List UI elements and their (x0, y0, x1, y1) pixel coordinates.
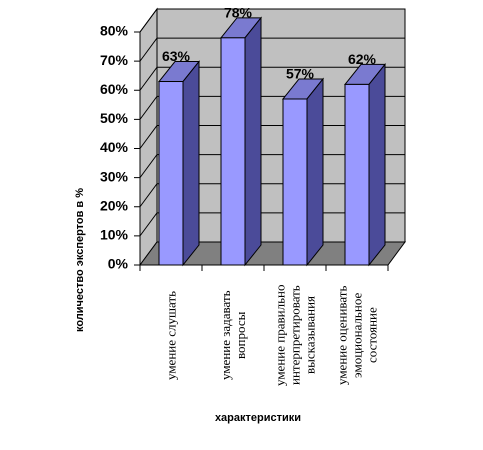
y-tick-label: 60% (100, 81, 129, 97)
y-tick-label: 40% (100, 139, 129, 155)
x-tick-label: умение слушать (163, 290, 179, 380)
x-tick-label: умение правильно интерпретировать высказ… (272, 284, 318, 386)
bar (158, 81, 184, 266)
bar (220, 37, 246, 266)
x-axis-label: характеристики (215, 412, 301, 424)
grid-line (139, 37, 405, 62)
bar-side (368, 62, 386, 267)
y-tick-label: 70% (100, 52, 129, 68)
bar (344, 83, 370, 266)
x-tick-label: умение задавать вопросы (218, 290, 248, 380)
value-label: 63% (162, 48, 191, 64)
y-tick-label: 30% (100, 168, 129, 184)
value-label: 78% (224, 5, 253, 21)
bar-side (306, 77, 324, 267)
y-tick-label: 10% (100, 227, 129, 243)
value-label: 62% (348, 51, 377, 67)
y-tick-label: 20% (100, 197, 129, 213)
y-axis-label: количество экспертов в % (74, 188, 86, 332)
y-tick-label: 80% (100, 23, 129, 39)
grid-line (139, 8, 405, 33)
bar (282, 98, 308, 266)
bar-side (244, 16, 262, 267)
x-tick-label: умение оценивать эмоциональное состояние (334, 285, 380, 385)
y-tick-label: 0% (108, 256, 129, 272)
bar-side (182, 60, 200, 267)
y-tick-label: 50% (100, 110, 129, 126)
grid-line (139, 66, 405, 91)
value-label: 57% (286, 66, 315, 82)
